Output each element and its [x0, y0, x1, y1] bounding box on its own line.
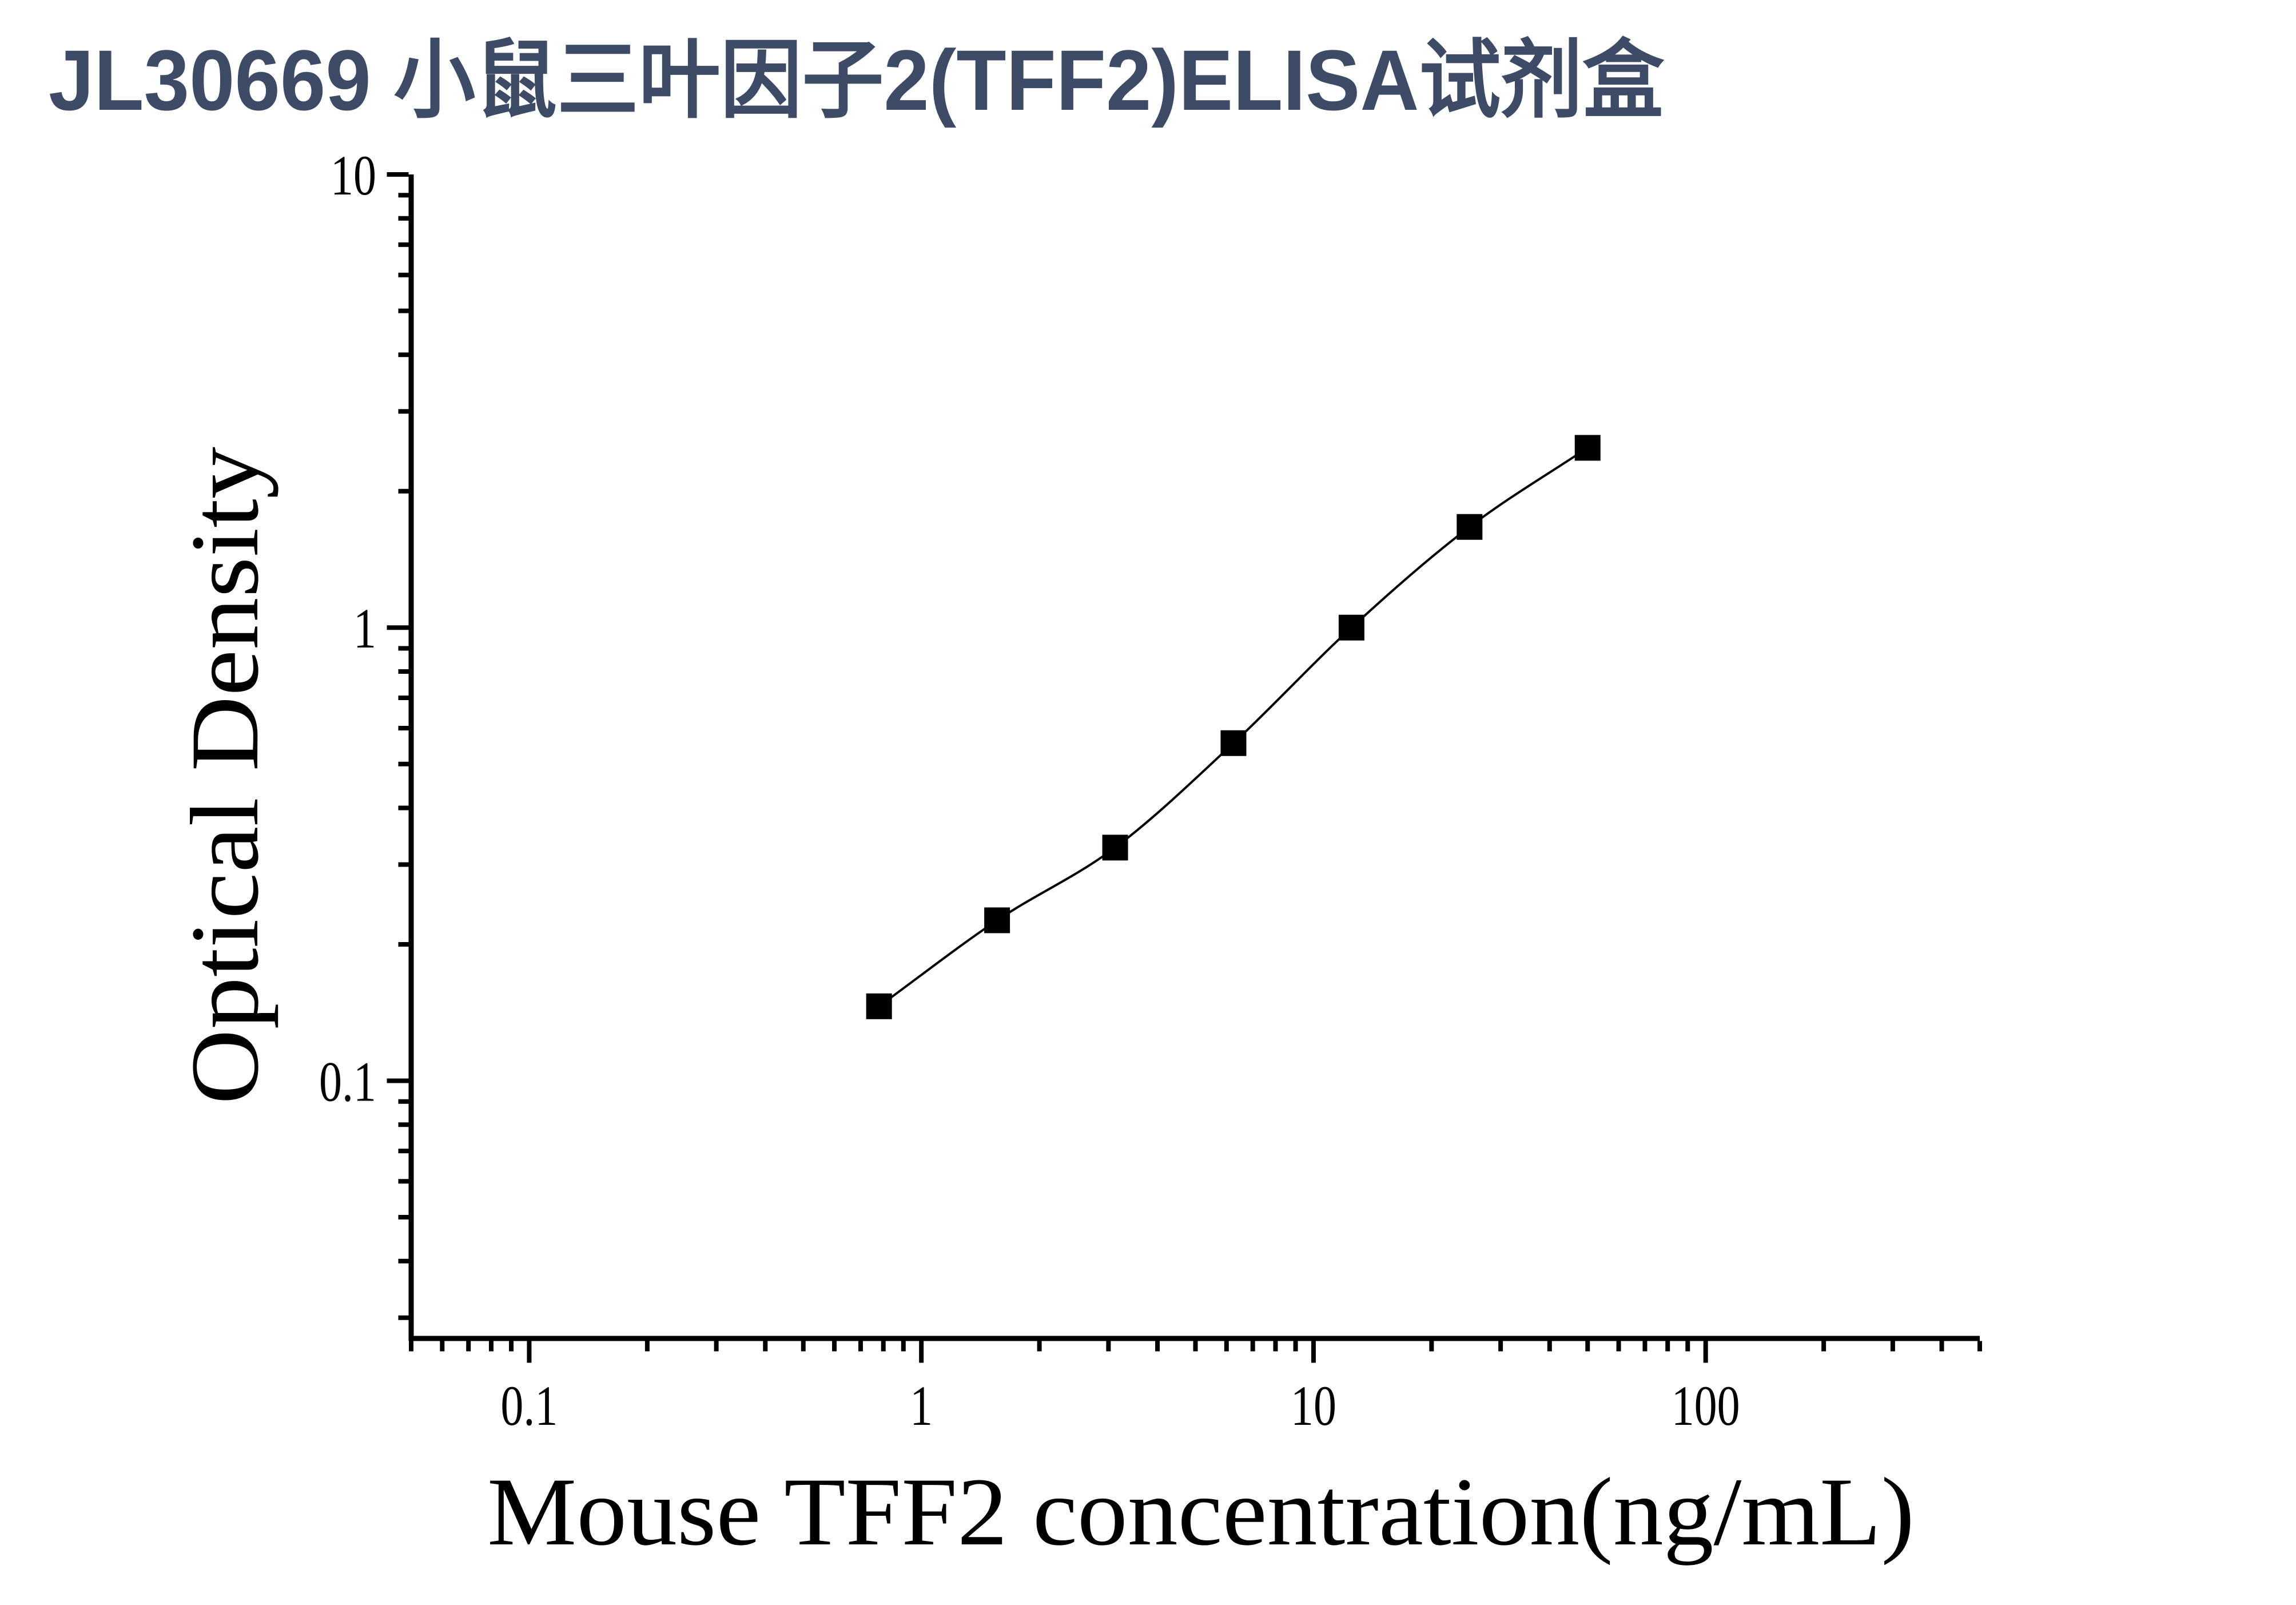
x-axis-tick-label: 10	[1291, 1374, 1336, 1438]
x-axis-tick-label-text: 100	[1672, 1374, 1740, 1438]
x-axis-tick-label-text: 10	[1291, 1374, 1336, 1438]
axis-ticks	[387, 172, 1982, 1363]
y-axis-tick-label-text: 10	[331, 144, 376, 208]
data-point-marker	[984, 907, 1010, 933]
data-point-marker	[1574, 435, 1601, 461]
y-axis-tick-label: 1	[353, 597, 376, 661]
x-axis-tick-label: 100	[1672, 1374, 1740, 1438]
data-point-marker	[1220, 730, 1247, 756]
data-point-marker	[1338, 614, 1364, 641]
y-axis-tick-label: 10	[331, 144, 376, 208]
y-axis-tick-label-text: 0.1	[319, 1050, 376, 1114]
x-axis-title: Mouse TFF2 concentration(ng/mL)	[487, 1458, 1915, 1566]
axis-tick-labels: 0.1 1 10 100 10 1 0.1	[319, 144, 1740, 1438]
x-axis-tick-label-text: 1	[910, 1374, 933, 1438]
y-axis-tick-label: 0.1	[319, 1050, 376, 1114]
data-point-marker	[1102, 835, 1128, 861]
data-point-marker	[866, 993, 892, 1019]
x-axis-tick-label-text: 0.1	[500, 1374, 558, 1438]
page-title: JL30669 小鼠三叶因子2(TFF2)ELISA试剂盒	[49, 32, 1665, 128]
x-axis-tick-label: 0.1	[500, 1374, 558, 1438]
x-axis-tick-label: 1	[910, 1374, 933, 1438]
y-axis-title: Optical Density	[171, 447, 278, 1105]
data-point-marker	[1457, 514, 1483, 540]
y-axis-tick-label-text: 1	[353, 597, 376, 661]
data-points	[866, 435, 1601, 1019]
